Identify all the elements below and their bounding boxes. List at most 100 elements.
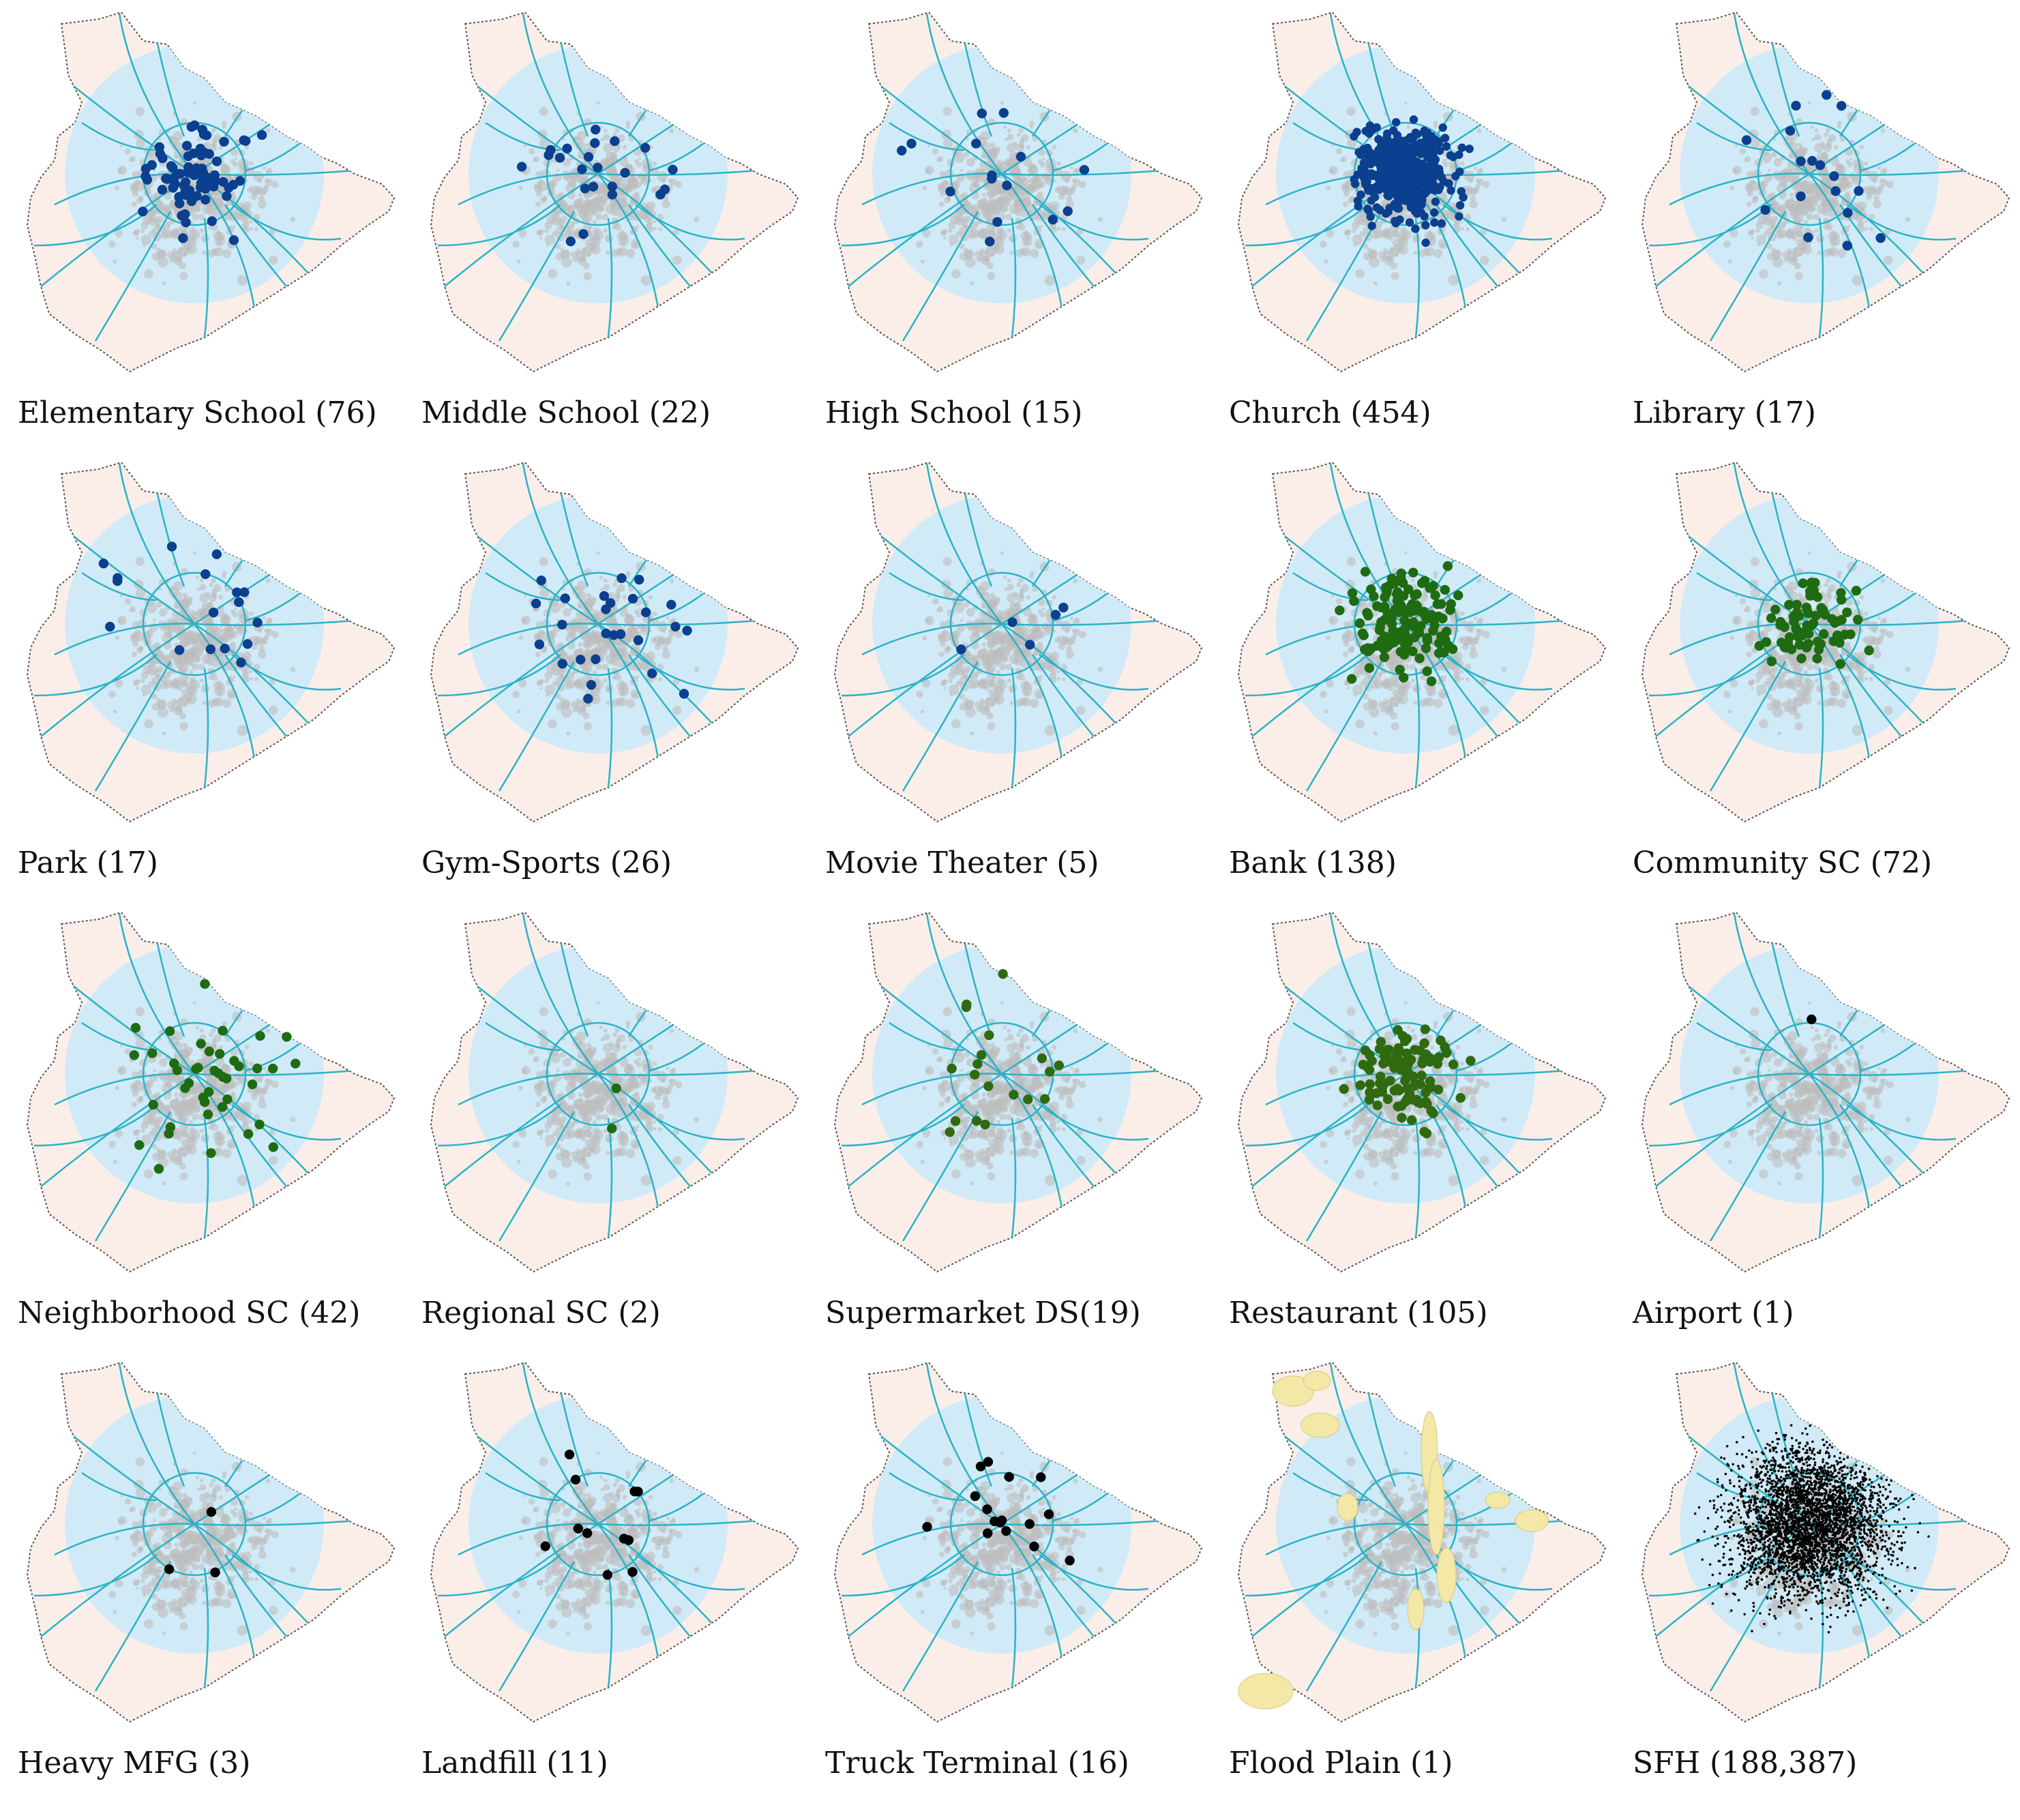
county-map (26, 1361, 396, 1723)
highway-road (498, 1561, 576, 1692)
map-panel: Neighborhood SC (42) (0, 900, 404, 1350)
panel-caption: Community SC (72) (1633, 846, 1932, 880)
beltway-road (142, 1021, 247, 1127)
highway-road (1039, 1103, 1149, 1141)
highway-road (1011, 1568, 1017, 1688)
highway-road (841, 1554, 965, 1597)
highway-road (635, 653, 745, 691)
highway-road (649, 1492, 704, 1522)
highway-road (1696, 121, 1772, 151)
highway-road (627, 654, 691, 737)
highway-road (245, 142, 301, 172)
county-map (430, 911, 799, 1273)
highway-road (203, 218, 209, 338)
highway-road (1839, 1104, 1902, 1187)
highway-road (245, 1492, 301, 1522)
highway-road (889, 1472, 965, 1502)
highway-road (1709, 1111, 1787, 1242)
map-panel: Landfill (11) (404, 1350, 807, 1800)
flood-plain-area (1238, 1371, 1549, 1710)
highway-road (1435, 654, 1498, 737)
highway-road (649, 1042, 704, 1072)
facility-points (531, 573, 692, 704)
highway-road (68, 981, 321, 1187)
highway-road (963, 490, 993, 587)
panel-caption: Regional SC (2) (421, 1296, 661, 1330)
highway-road (471, 981, 725, 1187)
beltway-road (1353, 1472, 1458, 1577)
panel-caption: Middle School (22) (421, 396, 711, 430)
highway-road (1435, 1104, 1498, 1187)
highway-road (1245, 654, 1369, 697)
panel-caption: Flood Plain (1) (1229, 1746, 1453, 1780)
highway-road (245, 1042, 301, 1072)
highway-road (635, 1553, 745, 1591)
highway-road (889, 1021, 965, 1051)
county-map (1237, 461, 1607, 823)
beltway-road (546, 571, 651, 676)
county-map (1237, 911, 1607, 1273)
facility-points (606, 1083, 621, 1134)
panel-caption: High School (15) (825, 396, 1083, 430)
highway-road (1682, 81, 1936, 287)
facility-points (922, 1457, 1075, 1566)
highway-road (841, 654, 965, 697)
highway-road (963, 1390, 993, 1487)
highway-road (963, 40, 993, 137)
highway-road (471, 1431, 725, 1637)
highway-road (559, 940, 589, 1037)
county-map (833, 461, 1203, 823)
county-map (430, 11, 799, 373)
highway-road (1039, 1553, 1149, 1591)
map-panel: Supermarket DS(19) (807, 900, 1211, 1350)
beltway-road (1757, 121, 1862, 226)
facility-points (129, 979, 301, 1174)
highway-road (224, 654, 287, 737)
highway-road (635, 1103, 745, 1141)
highway-road (1682, 981, 1936, 1187)
highway-road (485, 1472, 561, 1502)
highway-road (33, 1554, 158, 1597)
highway-road (224, 204, 287, 287)
facility-points (1339, 1024, 1476, 1139)
county-map (833, 911, 1203, 1273)
highway-road (1052, 592, 1108, 622)
highway-road (231, 1103, 342, 1141)
highway-road (94, 1111, 172, 1242)
highway-road (1245, 1554, 1369, 1597)
highway-road (889, 121, 965, 151)
highway-road (649, 592, 704, 622)
panel-caption: SFH (188,387) (1633, 1746, 1858, 1780)
highway-road (33, 654, 158, 697)
highway-road (1648, 654, 1772, 697)
highway-road (1442, 1103, 1553, 1141)
highway-road (1011, 668, 1017, 788)
highway-road (1052, 1492, 1108, 1522)
county-map (26, 911, 396, 1273)
highway-road (875, 981, 1129, 1187)
highway-road (1367, 1390, 1397, 1487)
highway-road (1770, 490, 1800, 587)
highway-road (1039, 203, 1149, 241)
highway-road (559, 490, 589, 587)
highway-road (559, 40, 589, 137)
highway-road (1039, 653, 1149, 691)
facility-points (1350, 115, 1474, 248)
panel-caption: Library (17) (1633, 396, 1816, 430)
highway-road (902, 1111, 979, 1242)
map-panel: Park (17) (0, 450, 404, 900)
county-map (1237, 1361, 1607, 1723)
highway-road (1292, 1472, 1369, 1502)
highway-road (1818, 218, 1824, 338)
highway-road (607, 1568, 613, 1688)
panel-caption: Elementary School (76) (18, 396, 377, 430)
highway-road (94, 1561, 172, 1692)
panel-caption: Gym-Sports (26) (421, 846, 672, 880)
highway-road (1818, 668, 1824, 788)
highway-road (875, 531, 1129, 737)
highway-road (498, 661, 576, 792)
facility-points (138, 120, 267, 245)
highway-road (1031, 1554, 1095, 1637)
highway-road (1709, 661, 1787, 792)
